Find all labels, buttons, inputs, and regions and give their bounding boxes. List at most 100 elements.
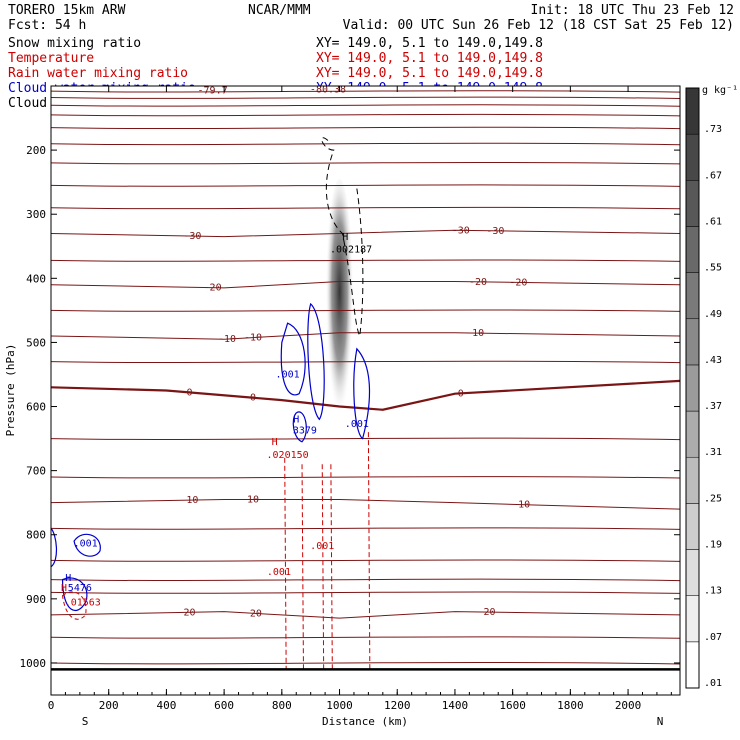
colorbar-label: .67 [704, 170, 722, 181]
cloud-water-contour [292, 411, 307, 443]
valid-time: Valid: 00 UTC Sun 26 Feb 12 (18 CST Sat … [343, 18, 734, 33]
temperature-contour [51, 578, 680, 582]
field-annotation: H [293, 415, 299, 426]
field-annotation: H [65, 573, 71, 584]
temperature-contour [51, 113, 680, 117]
colorbar-segment [685, 503, 700, 550]
x-end-label-south: S [82, 715, 89, 728]
colorbar-segment [685, 410, 700, 458]
field-annotation: .001 [345, 419, 369, 430]
plot-frame [50, 85, 681, 696]
temperature-contour-labelled [51, 611, 680, 619]
field-annotation: .002187 [330, 245, 372, 256]
cloud-water-contour [73, 533, 101, 557]
colorbar-segment [685, 641, 700, 689]
field-annotation: H [61, 583, 67, 594]
temperature-label: -30 [183, 231, 201, 242]
forecast-hour: Fcst: 54 h [8, 18, 86, 33]
temperature-contour [51, 184, 680, 187]
colorbar: .01 .07 .13 .19 .25 .31 .37 .43 .49 .55 .61 .67 .73 [685, 87, 722, 689]
y-tick-label: 800 [26, 529, 46, 542]
temperature-contour-labelled [51, 229, 680, 238]
temperature-contour [51, 636, 680, 639]
colorbar-segment [685, 456, 700, 504]
x-tick-label: 600 [214, 699, 234, 712]
temperature-label: -10 [244, 333, 262, 344]
field-annotation: 3379 [293, 425, 317, 436]
temperature-contour [51, 662, 680, 665]
temperature-label: 10 [247, 494, 259, 505]
rain-water-contour [284, 457, 287, 670]
temperature-contour [51, 142, 680, 146]
colorbar-label: .55 [704, 263, 722, 274]
cloud-water-contour [280, 322, 306, 396]
center-title: NCAR/MMM [248, 3, 311, 18]
field-xy: XY= 149.0, 5.1 to 149.0,149.8 [316, 51, 543, 66]
temperature-label: 0 [250, 393, 256, 404]
y-tick-label: 200 [26, 144, 46, 157]
colorbar-label: .31 [704, 447, 722, 458]
field-annotation: .001 [310, 541, 334, 552]
y-axis-label: Pressure (hPa) [4, 344, 17, 437]
snow-shading [325, 178, 354, 429]
colorbar-unit: g kg⁻¹ [702, 85, 738, 96]
temperature-label: -30 [486, 226, 504, 237]
colorbar-label: .61 [704, 216, 722, 227]
rain-water-contour [301, 464, 304, 670]
field-annotation: -80.38 [310, 84, 346, 95]
first-field-xy: XY= 149.0, 5.1 to 149.0,149.8 [316, 36, 543, 51]
colorbar-segment [685, 318, 700, 366]
x-end-label-north: N [657, 715, 664, 728]
temperature-contour [51, 591, 680, 594]
x-tick-label: 1200 [384, 699, 411, 712]
field-annotation: .01563 [65, 597, 101, 608]
x-tick-label: 1800 [557, 699, 584, 712]
x-tick-label: 800 [272, 699, 292, 712]
colorbar-segment [685, 272, 700, 320]
temperature-label: -20 [204, 283, 222, 294]
temperature-label: 10 [186, 495, 198, 506]
colorbar-label: .43 [704, 355, 722, 366]
field-name: Snow mixing ratio [8, 36, 141, 51]
colorbar-label: .25 [704, 493, 722, 504]
colorbar-label: .73 [704, 124, 722, 135]
colorbar-label: .13 [704, 586, 722, 597]
temperature-contour [51, 309, 680, 312]
init-time: Init: 18 UTC Thu 23 Feb 12 [531, 3, 735, 18]
cloud-ice-contour [321, 137, 364, 338]
field-annotation: H [342, 232, 348, 243]
cloud-water-contour [353, 347, 371, 440]
colorbar-label: .37 [704, 401, 722, 412]
temperature-label: 20 [484, 607, 496, 618]
temperature-contour [51, 437, 680, 441]
temperature-label: -10 [218, 334, 236, 345]
field-annotation: .001 [74, 538, 98, 549]
colorbar-segment [685, 226, 700, 273]
x-tick-label: 1000 [326, 699, 353, 712]
temperature-contour [51, 104, 680, 107]
temperature-label: 0 [186, 387, 192, 398]
x-axis-label: Distance (km) [322, 715, 408, 728]
temperature-contour-labelled [51, 332, 680, 340]
cloud-water-contour [61, 577, 88, 612]
x-tick-label: 400 [156, 699, 176, 712]
field-annotation: 5476 [68, 583, 92, 594]
temperature-contour [51, 360, 680, 364]
x-tick-label: 1400 [442, 699, 469, 712]
field-name: Rain water mixing ratio [8, 66, 188, 81]
temperature-contour [51, 259, 680, 262]
field-xy: XY= 149.0, 5.1 to 149.0,149.8 [316, 66, 543, 81]
x-tick-label: 2000 [615, 699, 642, 712]
x-tick-label: 1600 [499, 699, 526, 712]
colorbar-segment [685, 87, 700, 135]
rain-water-contour [62, 591, 87, 620]
field-annotation: .020150 [267, 450, 309, 461]
cloud-water-contour [307, 302, 325, 421]
field-annotation: .001 [276, 370, 300, 381]
field-annotation: .001 [267, 567, 291, 578]
y-tick-label: 600 [26, 401, 46, 414]
rain-water-contour [330, 464, 333, 670]
temperature-label: 20 [183, 607, 195, 618]
temperature-contour [51, 96, 680, 100]
temperature-label: 0 [458, 388, 464, 399]
